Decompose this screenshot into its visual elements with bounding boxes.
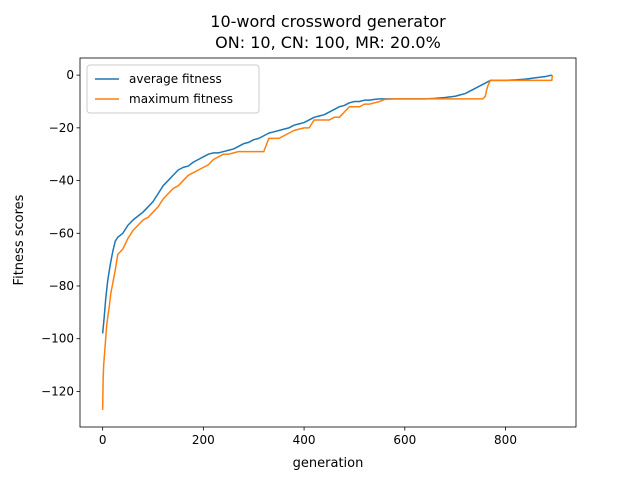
y-tick-label: −100: [41, 332, 74, 346]
plot-frame: [79, 57, 577, 428]
y-axis-label: Fitness scores: [12, 194, 27, 285]
chart-title-line2: ON: 10, CN: 100, MR: 20.0%: [215, 33, 441, 52]
x-axis-label: generation: [293, 456, 364, 471]
y-tick-label: −60: [49, 226, 74, 240]
y-tick-label: −20: [49, 121, 74, 135]
legend-label-maximum-fitness: maximum fitness: [129, 92, 233, 106]
series-line-maximum-fitness: [101, 75, 554, 410]
plot-area: 0 200 400 600 800 0 −20 −40 −60 −80 −100 −120 averag…: [41, 57, 577, 447]
y-tick-label: −40: [49, 174, 74, 188]
series-line-average-fitness: [101, 74, 552, 334]
x-tick-label: 800: [494, 433, 517, 447]
legend-box: [86, 64, 260, 114]
x-tick-label: 600: [393, 433, 416, 447]
y-tick-label: −120: [41, 384, 74, 398]
y-tick-label: −80: [49, 279, 74, 293]
y-tick-label: 0: [66, 68, 74, 82]
x-tick-label: 400: [293, 433, 316, 447]
x-tick-label: 200: [192, 433, 215, 447]
chart-title-line1: 10-word crossword generator: [210, 12, 446, 31]
x-tick-label: 0: [99, 433, 107, 447]
legend-label-average-fitness: average fitness: [129, 72, 222, 86]
